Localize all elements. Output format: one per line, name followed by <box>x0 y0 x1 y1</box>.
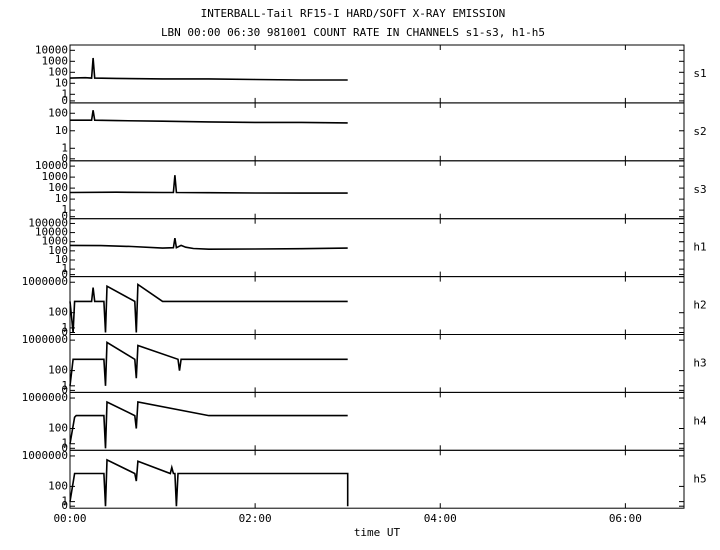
x-tick-label: 04:00 <box>424 512 457 525</box>
y-tick-label: 10 <box>55 253 68 266</box>
y-tick-label: 100 <box>48 364 68 377</box>
data-line <box>69 237 348 251</box>
y-tick-label: 1000 <box>42 54 69 67</box>
y-tick-label: 0 <box>61 383 68 396</box>
x-tick-label: 00:00 <box>53 512 86 525</box>
y-tick-label: 1 <box>61 495 68 508</box>
y-tick-label: 1 <box>61 141 68 154</box>
panel-name: s1 <box>693 67 706 80</box>
panel-frame <box>69 391 685 451</box>
y-tick-label: 1 <box>61 379 68 392</box>
x-axis-label: time UT <box>354 526 401 539</box>
panel-name: h3 <box>693 356 706 369</box>
data-line <box>69 175 348 194</box>
y-tick-label: 1000 <box>42 235 69 248</box>
panel-name: s3 <box>693 183 706 196</box>
y-tick-label: 10 <box>55 124 68 137</box>
y-tick-label: 0 <box>61 268 68 281</box>
panel-frame <box>69 334 685 393</box>
panel-name: h5 <box>693 472 706 485</box>
y-tick-label: 1000000 <box>22 333 68 346</box>
y-tick-label: 1 <box>61 203 68 216</box>
y-tick-label: 10000 <box>35 43 68 56</box>
data-line <box>69 400 348 449</box>
y-tick-label: 100 <box>48 306 68 319</box>
data-line <box>69 283 348 333</box>
data-line <box>69 341 348 386</box>
y-tick-label: 1000000 <box>22 391 68 404</box>
y-tick-label: 100 <box>48 421 68 434</box>
y-tick-label: 1 <box>61 87 68 100</box>
y-tick-label: 1 <box>61 321 68 334</box>
panel-frame <box>69 160 685 220</box>
y-tick-label: 0 <box>61 326 68 339</box>
panel-name: h4 <box>693 414 707 427</box>
y-tick-label: 1 <box>61 437 68 450</box>
x-tick-label: 02:00 <box>239 512 272 525</box>
panel-frame <box>69 44 685 104</box>
y-tick-label: 100 <box>48 106 68 119</box>
y-tick-label: 10 <box>55 192 68 205</box>
y-tick-label: 1000000 <box>22 275 68 288</box>
y-tick-label: 0 <box>61 152 68 165</box>
panel-frame <box>69 102 685 162</box>
data-line <box>69 57 348 81</box>
y-tick-label: 100 <box>48 65 68 78</box>
panel-frame <box>69 449 685 509</box>
chart-subtitle: LBN 00:00 06:30 981001 COUNT RATE IN CHA… <box>161 26 545 39</box>
panel-name: h2 <box>693 299 706 312</box>
y-tick-label: 100 <box>48 479 68 492</box>
y-tick-label: 1000000 <box>22 449 68 462</box>
y-tick-label: 1 <box>61 262 68 275</box>
y-tick-label: 100 <box>48 244 68 257</box>
y-tick-label: 0 <box>61 94 68 107</box>
y-tick-label: 10 <box>55 76 68 89</box>
panel-name: s2 <box>693 125 706 138</box>
x-tick-label: 06:00 <box>609 512 642 525</box>
panel-frame <box>69 276 685 336</box>
data-line <box>70 110 348 124</box>
y-tick-label: 100 <box>48 181 68 194</box>
y-tick-label: 1000 <box>42 170 69 183</box>
y-tick-label: 0 <box>61 441 68 454</box>
data-line <box>69 458 349 507</box>
y-tick-label: 10000 <box>35 226 68 239</box>
panel-name: h1 <box>693 241 706 254</box>
y-tick-label: 0 <box>61 210 68 223</box>
y-tick-label: 100000 <box>28 216 68 229</box>
y-tick-label: 10000 <box>35 159 68 172</box>
y-tick-label: 0 <box>61 499 68 512</box>
chart-title: INTERBALL-Tail RF15-I HARD/SOFT X-RAY EM… <box>201 7 506 20</box>
